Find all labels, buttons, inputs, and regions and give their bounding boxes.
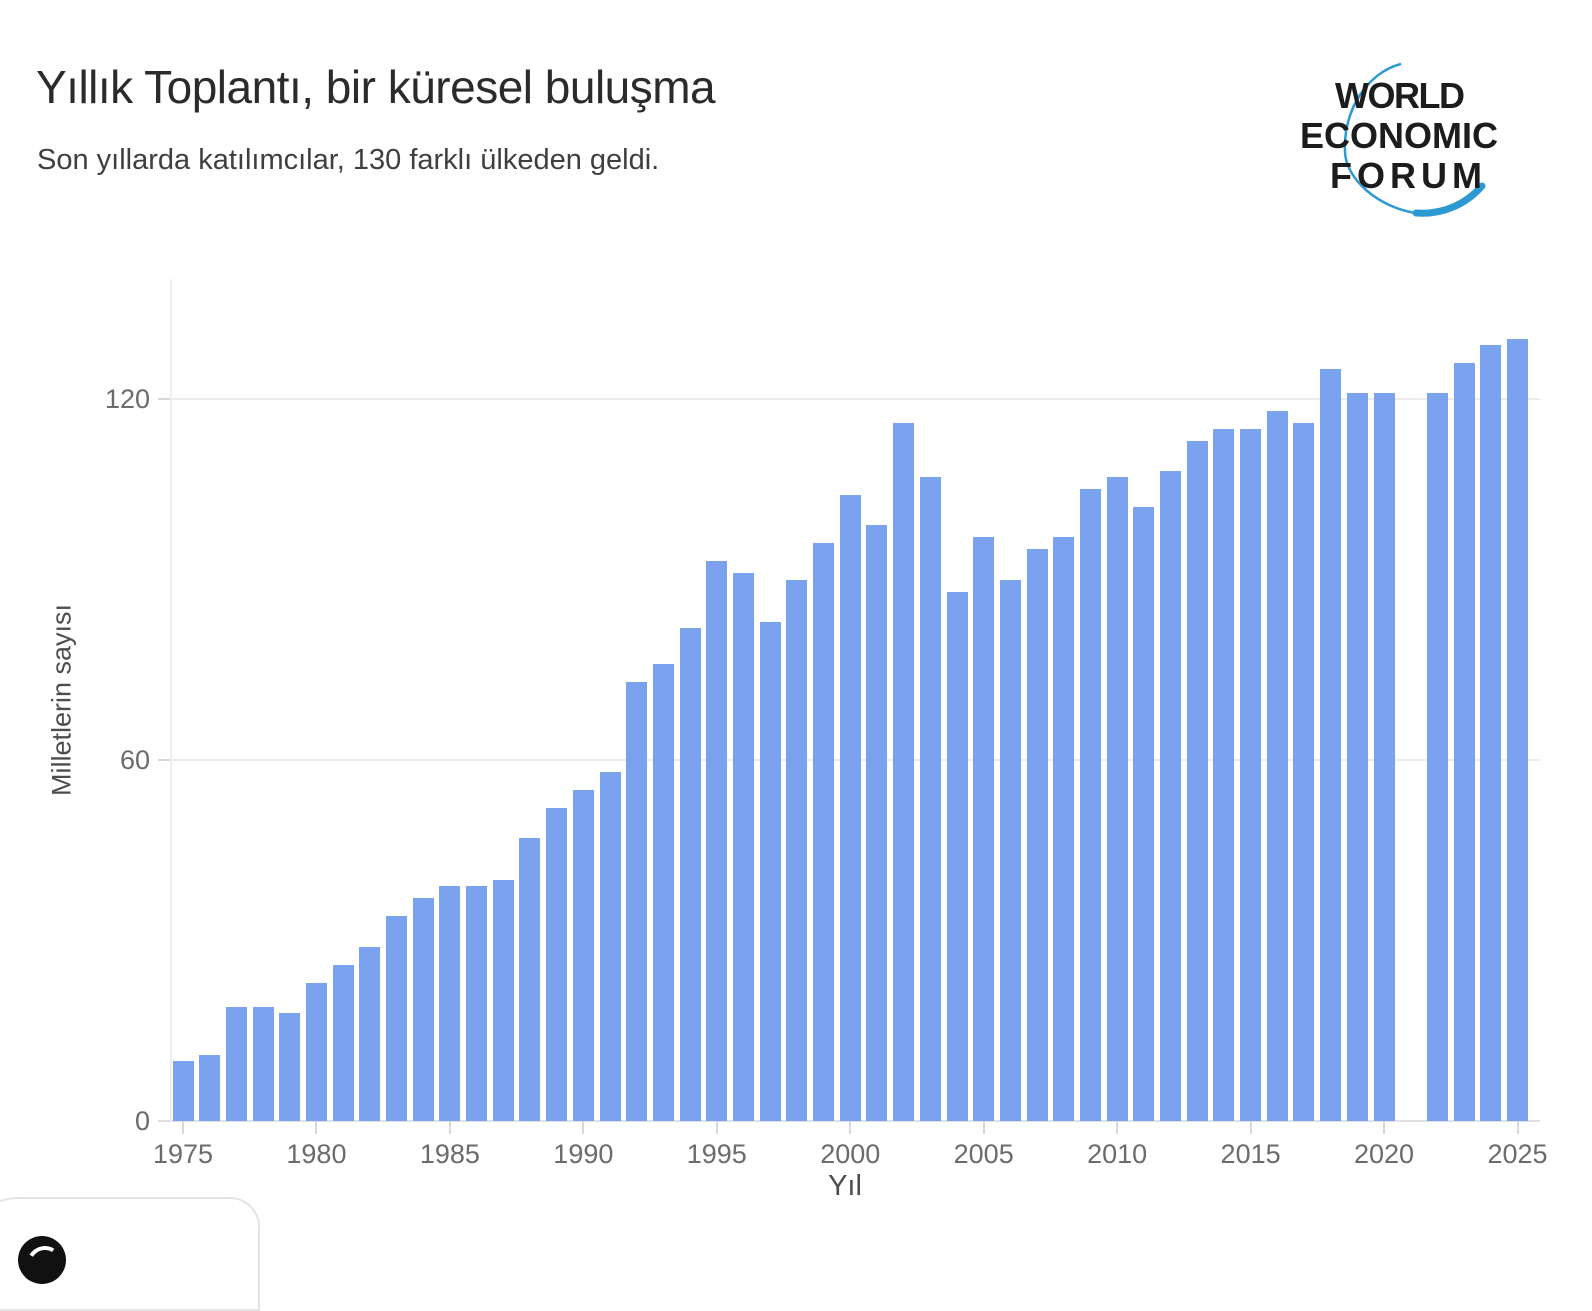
bar-1980[interactable] (305, 982, 327, 1121)
bar-2022[interactable] (1426, 392, 1448, 1121)
bar-1991[interactable] (599, 772, 621, 1121)
bar-1983[interactable] (386, 916, 408, 1121)
bar-2007[interactable] (1026, 549, 1048, 1121)
bar-1977[interactable] (225, 1006, 247, 1121)
x-tick-label-1980: 1980 (286, 1139, 347, 1169)
x-tick-label-1985: 1985 (419, 1139, 480, 1169)
bar-2001[interactable] (866, 525, 888, 1121)
x-tick-label-1995: 1995 (686, 1139, 747, 1169)
bar-2004[interactable] (946, 591, 968, 1121)
bar-1986[interactable] (466, 886, 488, 1121)
x-tick-label-2015: 2015 (1220, 1139, 1281, 1169)
bar-2009[interactable] (1079, 489, 1101, 1121)
wef-logo-line-1: WORLD (1335, 75, 1465, 116)
y-tick-label-0: 0 (134, 1106, 150, 1136)
x-tick-label-2005: 2005 (953, 1139, 1014, 1169)
x-tick-label-2020: 2020 (1354, 1139, 1415, 1169)
bar-2002[interactable] (893, 423, 915, 1121)
bar-1997[interactable] (759, 621, 781, 1121)
bar-1985[interactable] (439, 886, 461, 1121)
bar-2014[interactable] (1213, 429, 1235, 1121)
bar-2020[interactable] (1373, 392, 1395, 1121)
bar-1990[interactable] (572, 790, 594, 1121)
wef-logo: WORLD ECONOMIC FORUM (1283, 56, 1523, 239)
chart-title: Yıllık Toplantı, bir küresel buluşma (36, 61, 716, 113)
x-tick-label-2025: 2025 (1487, 1139, 1548, 1169)
wef-arc-thin (1343, 62, 1417, 215)
bar-1982[interactable] (359, 946, 381, 1121)
bar-1994[interactable] (679, 627, 701, 1121)
bar-2011[interactable] (1133, 507, 1155, 1121)
x-tick-label-1990: 1990 (553, 1139, 614, 1169)
attribution-card[interactable] (0, 1197, 260, 1311)
bar-chart-plot-area: 0 60 120 1975 1980 1985 1990 1995 2000 2005 2010 20… (104, 279, 1548, 1169)
bar-1976[interactable] (199, 1054, 221, 1121)
x-tick-2000 (849, 1121, 852, 1134)
x-tick-2020 (1383, 1121, 1386, 1134)
x-tick-2005 (982, 1121, 985, 1134)
x-tick-1975 (182, 1121, 184, 1134)
bar-1993[interactable] (652, 663, 674, 1121)
x-tick-1980 (315, 1121, 318, 1134)
bar-2015[interactable] (1240, 429, 1262, 1121)
attribution-logo-icon[interactable] (18, 1236, 66, 1284)
bar-2003[interactable] (919, 477, 941, 1121)
bar-2024[interactable] (1480, 344, 1502, 1121)
bar-1989[interactable] (546, 808, 568, 1121)
bar-1979[interactable] (279, 1012, 301, 1121)
bar-1996[interactable] (732, 573, 754, 1121)
bar-1995[interactable] (706, 561, 728, 1121)
attribution-logo-swirl (23, 1242, 66, 1284)
bar-2006[interactable] (999, 579, 1021, 1121)
y-tick-label-60: 60 (119, 745, 150, 775)
wef-logo-graphic: WORLD ECONOMIC FORUM (1300, 62, 1498, 217)
wef-logo-line-2: ECONOMIC (1300, 115, 1498, 156)
x-axis-line (158, 1120, 1540, 1122)
bar-1999[interactable] (813, 543, 835, 1121)
gridline-120 (170, 398, 1540, 400)
y-axis-title: Milletlerin sayısı (46, 603, 77, 797)
bar-2018[interactable] (1320, 368, 1342, 1121)
x-tick-1985 (448, 1121, 451, 1134)
bar-1992[interactable] (626, 681, 648, 1121)
bar-2005[interactable] (973, 537, 995, 1121)
x-tick-2015 (1249, 1121, 1252, 1134)
bar-1978[interactable] (252, 1006, 274, 1121)
bar-2013[interactable] (1186, 441, 1208, 1121)
chart-subtitle: Son yıllarda katılımcılar, 130 farklı ül… (37, 144, 660, 176)
bar-1984[interactable] (412, 898, 434, 1121)
x-tick-2010 (1116, 1121, 1119, 1134)
bar-2023[interactable] (1453, 362, 1475, 1121)
y-tick-label-120: 120 (104, 384, 150, 414)
x-tick-label-2010: 2010 (1087, 1139, 1148, 1169)
bar-1987[interactable] (492, 880, 514, 1121)
bar-2012[interactable] (1160, 471, 1182, 1121)
bar-1988[interactable] (519, 838, 541, 1121)
bar-1981[interactable] (332, 964, 354, 1121)
x-axis-title: Yıl (828, 1170, 862, 1202)
x-tick-label-2000: 2000 (820, 1139, 881, 1169)
bar-1998[interactable] (786, 579, 808, 1121)
y-tick-120 (158, 398, 170, 400)
bar-2000[interactable] (839, 495, 861, 1121)
bar-2019[interactable] (1346, 392, 1368, 1121)
x-tick-2025 (1516, 1121, 1519, 1134)
bar-2025[interactable] (1507, 338, 1528, 1121)
x-tick-1990 (582, 1121, 585, 1134)
y-tick-60 (158, 759, 170, 761)
bar-2010[interactable] (1106, 477, 1128, 1121)
bar-2016[interactable] (1266, 411, 1288, 1121)
wef-arc-thick (1412, 182, 1486, 217)
bar-1975[interactable] (172, 1060, 194, 1121)
bar-2008[interactable] (1053, 537, 1075, 1121)
x-tick-1995 (715, 1121, 718, 1134)
y-axis-line (170, 279, 172, 1121)
bar-2017[interactable] (1293, 423, 1315, 1121)
x-tick-label-1975: 1975 (152, 1139, 214, 1169)
